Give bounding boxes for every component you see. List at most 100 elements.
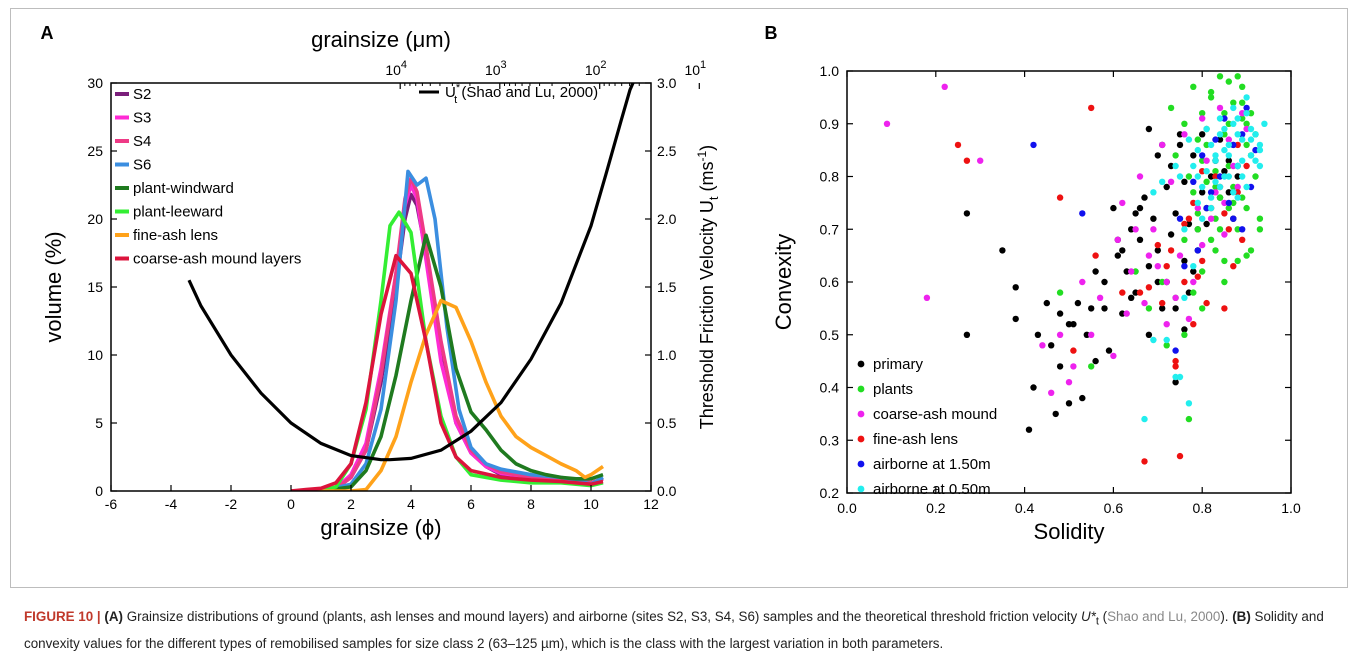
- scatter-point: [1136, 173, 1144, 180]
- scatter-point: [1088, 331, 1095, 338]
- scatter-point: [1159, 299, 1166, 307]
- scatter-point: [1216, 194, 1224, 201]
- x-tick-label-a: 6: [467, 496, 475, 512]
- scatter-point: [1203, 168, 1210, 175]
- scatter-point: [1243, 110, 1250, 117]
- scatter-point: [1167, 247, 1175, 254]
- caption-citation[interactable]: Shao and Lu, 2000: [1107, 609, 1221, 624]
- caption-u-symbol: U*: [1080, 609, 1096, 624]
- scatter-point: [1207, 204, 1215, 212]
- scatter-point: [1185, 215, 1193, 222]
- scatter-point: [1239, 226, 1246, 233]
- scatter-point: [1163, 278, 1170, 286]
- scatter-point: [1212, 173, 1219, 180]
- scatter-point: [1056, 194, 1064, 201]
- y2-axis-label-a: Threshold Friction Velocity Ut (ms-1): [695, 145, 721, 429]
- legend-label-b: primary: [873, 356, 924, 373]
- scatter-point: [1190, 189, 1197, 196]
- scatter-point: [1230, 199, 1237, 207]
- scatter-point: [1172, 162, 1179, 170]
- scatter-point: [1261, 120, 1268, 128]
- scatter-point: [1199, 215, 1206, 222]
- plot-frame-b: [846, 70, 1292, 494]
- x-tick-label-a: 12: [643, 496, 659, 512]
- scatter-point: [1043, 299, 1051, 307]
- scatter-point: [1167, 231, 1175, 238]
- scatter-point: [1230, 120, 1237, 128]
- legend-label-a: S6: [133, 157, 151, 174]
- scatter-point: [1150, 226, 1157, 233]
- legend-marker-b: [857, 410, 865, 418]
- scatter-point: [1163, 336, 1170, 344]
- scatter-point: [1221, 168, 1228, 175]
- scatter-point: [1136, 289, 1144, 296]
- scatter-point: [1181, 131, 1188, 138]
- y-tick-label-b: 0.9: [820, 116, 840, 132]
- scatter-point: [1199, 131, 1206, 138]
- scatter-point: [1203, 299, 1210, 307]
- scatter-point: [1243, 94, 1250, 101]
- top-tick-base: 10: [684, 62, 700, 78]
- legend-u: U: [445, 84, 456, 101]
- scatter-point: [1176, 252, 1184, 259]
- legend-label-b: airborne at 0.50m: [873, 481, 991, 498]
- scatter-point: [1230, 99, 1237, 106]
- y-tick-label-a: 25: [87, 143, 103, 159]
- scatter-point: [1092, 357, 1099, 365]
- scatter-point: [1190, 152, 1197, 159]
- scatter-point: [1048, 342, 1055, 349]
- scatter-point: [1190, 268, 1197, 275]
- scatter-point: [1132, 268, 1139, 275]
- scatter-point: [1230, 183, 1237, 191]
- y2-label-close: ): [697, 145, 717, 151]
- scatter-point: [1194, 210, 1202, 217]
- threshold-velocity-curve: [187, 83, 635, 462]
- scatter-point: [1221, 278, 1228, 286]
- scatter-point: [1199, 189, 1206, 196]
- y2-label-unit: (ms: [697, 161, 717, 196]
- scatter-point: [1172, 373, 1179, 381]
- scatter-point: [1181, 294, 1188, 301]
- scatter-series-1: [1056, 73, 1264, 423]
- scatter-point: [1234, 115, 1241, 122]
- y-tick-label-b: 1.0: [820, 63, 840, 79]
- y-tick-label-a: 0: [95, 483, 103, 499]
- scatter-point: [1234, 189, 1241, 196]
- scatter-point: [1234, 162, 1241, 170]
- scatter-series-4: [1030, 104, 1259, 354]
- scatter-series-5: [1141, 94, 1268, 423]
- y2-tick-label-a: 0.5: [657, 415, 677, 431]
- scatter-point: [883, 120, 891, 128]
- x-tick-label-a: 0: [287, 496, 295, 512]
- panel-letter-a: A: [41, 23, 54, 43]
- scatter-point: [1194, 226, 1202, 233]
- scatter-point: [1167, 162, 1175, 170]
- scatter-point: [1181, 178, 1188, 185]
- scatter-point: [1150, 189, 1157, 196]
- top-tick-exp: 1: [700, 59, 706, 71]
- legend-marker-b: [857, 485, 865, 493]
- scatter-point: [1239, 194, 1246, 201]
- scatter-point: [1203, 125, 1210, 133]
- y2-tick-label-a: 2.0: [657, 211, 677, 227]
- scatter-point: [1243, 125, 1250, 133]
- scatter-point: [1114, 236, 1122, 243]
- caption-tag-b: (B): [1232, 609, 1251, 624]
- y-tick-label-a: 20: [87, 211, 103, 227]
- top-tick-base: 10: [585, 62, 601, 78]
- legend-label-a: S3: [133, 110, 151, 127]
- scatter-point: [1181, 278, 1188, 286]
- scatter-point: [1159, 141, 1166, 149]
- scatter-point: [1239, 236, 1246, 243]
- scatter-point: [977, 157, 984, 164]
- legend-marker-b: [857, 385, 865, 393]
- scatter-point: [1119, 289, 1126, 296]
- y-tick-label-b: 0.4: [820, 380, 840, 396]
- scatter-point: [1110, 204, 1117, 212]
- x-tick-label-b: 0.6: [1104, 500, 1124, 516]
- scatter-point: [1145, 284, 1153, 291]
- scatter-point: [1221, 199, 1228, 207]
- y2-tick-label-a: 2.5: [657, 143, 677, 159]
- top-tick-label-a: 104: [385, 59, 407, 78]
- scatter-point: [1216, 104, 1224, 112]
